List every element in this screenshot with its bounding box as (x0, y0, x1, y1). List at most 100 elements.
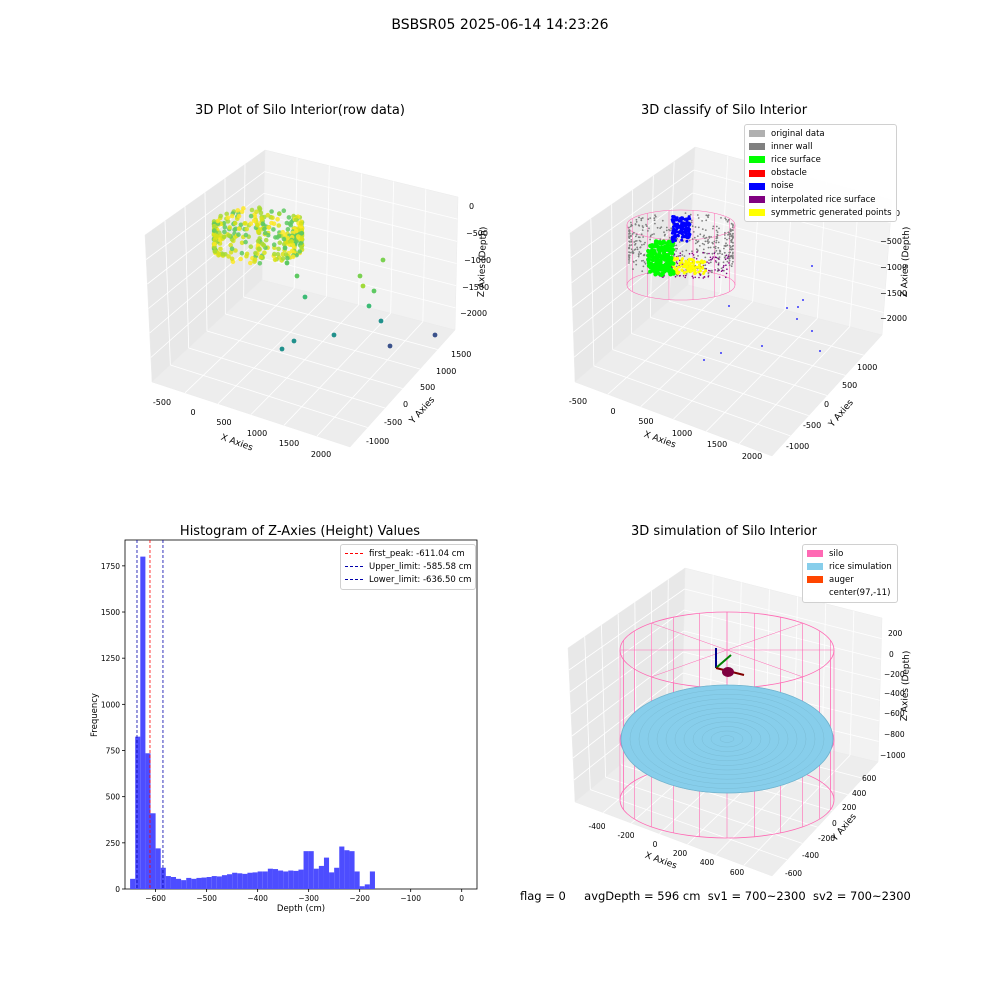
simulation-legend: silo rice simulation auger center(97,-11… (802, 544, 898, 603)
wall-point (696, 235, 699, 238)
raw-point (226, 254, 231, 259)
histogram-bar (252, 872, 258, 889)
wall-point (732, 251, 734, 254)
noise-point (680, 226, 684, 230)
p4-xtick: -200 (617, 831, 634, 840)
wall-point (638, 251, 641, 253)
raw-point (260, 221, 266, 226)
interp-point (708, 269, 710, 272)
rice-point (646, 257, 651, 262)
panel1-title: 3D Plot of Silo Interior(row data) (195, 103, 405, 118)
raw-point (299, 231, 305, 236)
p2-ytick: 1000 (857, 363, 877, 372)
histogram-bar (303, 851, 309, 889)
wall-point (654, 215, 657, 218)
wall-point (643, 254, 646, 257)
wall-point (729, 251, 732, 254)
wall-point (681, 254, 684, 256)
wall-point (636, 248, 639, 251)
raw-point (235, 208, 241, 213)
legend-item: obstacle (749, 167, 892, 180)
raw-point (299, 245, 304, 250)
wall-point (639, 240, 642, 243)
sym-point (692, 261, 696, 265)
raw-point (294, 273, 300, 279)
wall-point (718, 227, 720, 230)
noise-point (728, 305, 730, 307)
wall-point (714, 245, 717, 248)
legend-label: inner wall (771, 141, 813, 152)
hist-xtick-label: −300 (298, 894, 319, 903)
rice-mesh (647, 698, 807, 780)
wall-point (630, 244, 633, 246)
raw-point (277, 211, 282, 217)
legend-item: inner wall (749, 140, 892, 153)
noise-point (685, 226, 689, 230)
sym-point (675, 257, 679, 261)
histogram-bar (308, 851, 314, 889)
wall-point (641, 225, 644, 227)
legend-swatch (807, 590, 823, 597)
wall-point (705, 219, 708, 222)
interp-point (691, 275, 694, 278)
sym-point (680, 261, 684, 264)
interp-point (684, 276, 686, 279)
raw-point (276, 233, 282, 239)
rice-point (670, 251, 675, 256)
grid-line (568, 588, 685, 671)
legend-item: rice simulation (807, 560, 893, 573)
rice-point (653, 241, 658, 246)
interp-point (688, 253, 691, 255)
raw-point (302, 294, 308, 300)
wall-point (635, 259, 637, 262)
wall-point (731, 252, 734, 255)
classify-legend: original data inner wall rice surface ob… (744, 124, 897, 223)
wall-point (692, 231, 695, 233)
wall-point (729, 246, 732, 249)
raw-point (262, 250, 267, 255)
raw-point (224, 211, 229, 217)
interp-point (711, 257, 714, 260)
histogram-bar (140, 556, 146, 889)
noise-point (680, 231, 684, 235)
legend-swatch (749, 143, 765, 151)
raw-point (257, 261, 263, 266)
sym-point (681, 257, 684, 260)
wall-point (709, 246, 712, 249)
wall-point (702, 235, 705, 238)
raw-point (387, 343, 393, 349)
raw-point (269, 220, 274, 226)
wall-point (713, 246, 715, 249)
legend-swatch (807, 576, 823, 584)
wall-point (653, 217, 656, 220)
histogram-bar (313, 868, 319, 889)
legend-swatch (749, 196, 765, 204)
raw-point (212, 249, 218, 254)
p2-ztick: −500 (880, 237, 902, 246)
histogram-bar (232, 872, 238, 889)
p1-xtick: 500 (216, 418, 231, 427)
wall-point (659, 227, 662, 230)
wall-point (706, 214, 709, 217)
p4-xtick: -400 (588, 822, 605, 831)
wall-point (638, 224, 641, 227)
raw-point (256, 230, 261, 235)
rice-point (656, 271, 661, 276)
wall-point (653, 233, 655, 235)
silo-spoke (651, 622, 728, 651)
raw-point (276, 223, 282, 228)
raw-point (243, 232, 249, 238)
rice-point (650, 254, 655, 259)
rice-point (648, 243, 653, 248)
noise-point (677, 230, 681, 234)
interp-point (679, 252, 682, 254)
wall-point (684, 212, 687, 215)
wall-point (673, 254, 675, 257)
grid-line (849, 610, 855, 756)
wall-point (641, 229, 644, 232)
noise-point (786, 307, 788, 309)
interp-point (702, 277, 705, 279)
interp-point (722, 266, 724, 269)
p1-ztick: −1500 (462, 283, 489, 292)
wall-point (691, 238, 694, 240)
